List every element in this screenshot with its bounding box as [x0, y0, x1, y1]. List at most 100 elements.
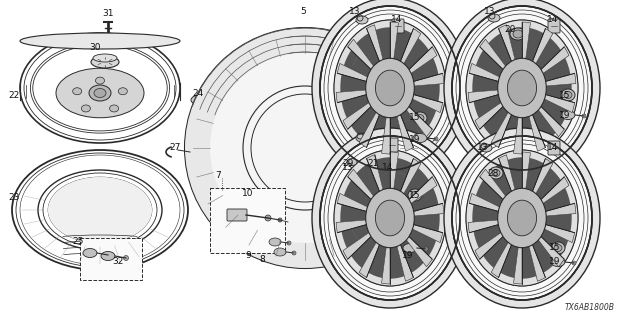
Text: 15: 15	[409, 114, 420, 123]
Circle shape	[292, 251, 296, 255]
Circle shape	[265, 215, 271, 221]
Circle shape	[185, 28, 425, 268]
Polygon shape	[348, 39, 383, 81]
Polygon shape	[390, 102, 404, 149]
Ellipse shape	[551, 242, 565, 254]
Polygon shape	[483, 97, 515, 138]
Polygon shape	[401, 214, 440, 231]
Text: 19: 19	[559, 110, 571, 119]
Polygon shape	[351, 97, 383, 138]
Ellipse shape	[413, 112, 427, 124]
Polygon shape	[508, 27, 522, 74]
Circle shape	[287, 241, 291, 245]
Polygon shape	[392, 158, 412, 205]
Polygon shape	[499, 155, 519, 207]
Text: 19: 19	[403, 251, 413, 260]
Polygon shape	[522, 232, 536, 279]
Polygon shape	[529, 225, 564, 267]
Polygon shape	[469, 63, 513, 85]
Polygon shape	[336, 89, 381, 103]
Polygon shape	[527, 99, 556, 143]
Circle shape	[434, 137, 438, 141]
Text: 14: 14	[547, 143, 559, 153]
Polygon shape	[472, 75, 511, 92]
Polygon shape	[508, 157, 522, 204]
Polygon shape	[522, 102, 536, 149]
Ellipse shape	[508, 70, 536, 106]
Text: 25: 25	[72, 236, 84, 245]
Polygon shape	[397, 47, 437, 82]
Polygon shape	[475, 94, 515, 129]
Polygon shape	[399, 221, 443, 243]
Circle shape	[210, 53, 400, 243]
Text: 14: 14	[391, 15, 403, 25]
Ellipse shape	[444, 128, 600, 308]
Ellipse shape	[413, 133, 427, 142]
Polygon shape	[529, 47, 569, 82]
Polygon shape	[397, 177, 437, 212]
Ellipse shape	[452, 6, 592, 170]
Polygon shape	[492, 98, 518, 148]
Polygon shape	[400, 188, 438, 215]
Polygon shape	[476, 180, 513, 213]
Polygon shape	[522, 152, 531, 206]
Text: 9: 9	[245, 251, 251, 260]
Ellipse shape	[20, 33, 180, 49]
Ellipse shape	[365, 58, 414, 118]
Polygon shape	[529, 95, 564, 137]
Polygon shape	[524, 158, 543, 205]
Text: 13: 13	[477, 143, 489, 153]
Polygon shape	[343, 94, 383, 129]
Polygon shape	[499, 25, 519, 77]
Ellipse shape	[403, 244, 417, 252]
Polygon shape	[390, 152, 399, 206]
Ellipse shape	[498, 188, 547, 248]
Text: 14: 14	[547, 15, 559, 25]
Polygon shape	[533, 84, 572, 101]
Ellipse shape	[104, 41, 112, 45]
Text: 13: 13	[484, 7, 496, 17]
Polygon shape	[397, 225, 432, 267]
FancyBboxPatch shape	[392, 19, 404, 33]
Polygon shape	[531, 223, 568, 256]
Circle shape	[582, 114, 586, 118]
Polygon shape	[476, 50, 513, 83]
Text: 23: 23	[8, 194, 20, 203]
Polygon shape	[500, 231, 520, 278]
Text: 21: 21	[367, 158, 379, 167]
Ellipse shape	[89, 85, 111, 101]
Ellipse shape	[411, 191, 419, 198]
Polygon shape	[474, 221, 512, 248]
Polygon shape	[344, 50, 381, 83]
Text: 28: 28	[487, 169, 499, 178]
Polygon shape	[513, 100, 522, 154]
Ellipse shape	[466, 150, 578, 286]
Polygon shape	[399, 93, 436, 126]
Ellipse shape	[498, 58, 547, 118]
Polygon shape	[525, 229, 545, 281]
Polygon shape	[392, 28, 412, 75]
Ellipse shape	[452, 136, 592, 300]
Text: 19: 19	[549, 258, 561, 267]
Polygon shape	[531, 91, 575, 113]
FancyBboxPatch shape	[80, 238, 142, 280]
Polygon shape	[469, 193, 513, 215]
Polygon shape	[393, 229, 413, 281]
Text: 22: 22	[8, 91, 20, 100]
Ellipse shape	[91, 56, 119, 68]
Text: 7: 7	[215, 171, 221, 180]
Polygon shape	[342, 221, 380, 248]
Ellipse shape	[334, 150, 446, 286]
Polygon shape	[531, 221, 575, 243]
Polygon shape	[337, 63, 381, 85]
Polygon shape	[343, 224, 383, 259]
Text: 30: 30	[89, 44, 100, 52]
Ellipse shape	[492, 170, 500, 177]
Ellipse shape	[466, 20, 578, 156]
Polygon shape	[369, 231, 388, 278]
Ellipse shape	[269, 238, 281, 246]
Ellipse shape	[480, 144, 492, 152]
Text: 15: 15	[559, 91, 571, 100]
Polygon shape	[526, 28, 553, 78]
Polygon shape	[522, 22, 531, 76]
